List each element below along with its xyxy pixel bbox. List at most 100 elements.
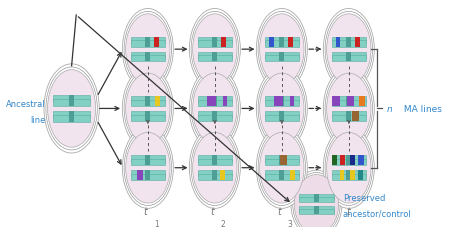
Ellipse shape xyxy=(189,128,240,208)
Bar xyxy=(131,56,165,62)
Bar xyxy=(146,100,150,106)
Bar xyxy=(146,52,150,59)
Bar xyxy=(53,96,90,102)
Bar xyxy=(340,170,344,177)
Bar xyxy=(198,41,232,47)
Bar xyxy=(280,159,287,165)
Bar xyxy=(146,111,150,118)
Bar xyxy=(146,174,150,180)
Ellipse shape xyxy=(122,10,173,90)
Bar xyxy=(198,115,232,121)
Bar xyxy=(198,38,232,44)
Bar xyxy=(155,97,159,103)
Bar xyxy=(213,38,217,44)
Bar xyxy=(280,97,284,103)
Bar xyxy=(355,41,359,47)
Bar xyxy=(265,100,299,106)
Bar xyxy=(332,100,340,106)
Bar xyxy=(213,115,217,121)
Bar xyxy=(346,38,351,44)
Text: t: t xyxy=(211,206,214,216)
Bar xyxy=(314,197,319,202)
Ellipse shape xyxy=(122,69,173,149)
Bar xyxy=(198,111,232,118)
Bar xyxy=(290,100,294,106)
Bar xyxy=(280,100,284,106)
Bar xyxy=(265,170,299,177)
Bar xyxy=(213,111,217,118)
Text: t: t xyxy=(347,206,351,216)
Bar xyxy=(69,96,74,102)
Ellipse shape xyxy=(256,10,307,90)
Bar xyxy=(346,100,351,106)
Ellipse shape xyxy=(325,71,372,147)
Text: 3: 3 xyxy=(288,219,292,227)
Bar xyxy=(265,52,299,59)
Bar xyxy=(265,56,299,62)
Ellipse shape xyxy=(126,15,170,85)
Bar xyxy=(223,97,227,103)
Bar xyxy=(280,52,284,59)
Bar xyxy=(299,206,334,212)
Bar xyxy=(131,100,165,106)
Bar xyxy=(346,170,351,177)
Bar xyxy=(280,38,284,44)
Bar xyxy=(359,174,363,180)
Bar xyxy=(213,170,217,177)
Ellipse shape xyxy=(189,69,240,149)
Text: Preserved: Preserved xyxy=(343,193,385,202)
Bar xyxy=(314,206,319,212)
Bar xyxy=(69,116,74,122)
Bar xyxy=(280,111,284,118)
Bar xyxy=(213,56,217,62)
Bar xyxy=(265,111,299,118)
Bar xyxy=(274,100,283,106)
Text: n: n xyxy=(387,104,392,114)
Bar xyxy=(332,97,340,103)
Ellipse shape xyxy=(294,175,339,227)
Bar xyxy=(299,197,334,202)
Bar xyxy=(350,156,355,162)
Text: ancestor/control: ancestor/control xyxy=(343,209,411,218)
Bar xyxy=(299,194,334,199)
Bar xyxy=(53,116,90,122)
Bar xyxy=(221,38,225,44)
Bar xyxy=(198,52,232,59)
Ellipse shape xyxy=(191,71,238,147)
Bar xyxy=(346,156,351,162)
Bar xyxy=(280,41,284,47)
Ellipse shape xyxy=(323,128,374,208)
Bar xyxy=(280,156,287,162)
Bar xyxy=(314,194,319,199)
Bar xyxy=(146,156,150,162)
Bar xyxy=(155,100,159,106)
Bar xyxy=(131,111,165,118)
Bar xyxy=(350,170,355,177)
Bar xyxy=(198,56,232,62)
Bar xyxy=(198,170,232,177)
Bar xyxy=(359,100,365,106)
Bar xyxy=(332,97,366,103)
Bar xyxy=(332,170,366,177)
Bar xyxy=(352,115,359,121)
Bar xyxy=(53,112,90,118)
Bar xyxy=(131,38,165,44)
Ellipse shape xyxy=(260,74,304,144)
Ellipse shape xyxy=(325,130,372,206)
Bar xyxy=(131,41,165,47)
Bar xyxy=(332,111,366,118)
Bar xyxy=(346,115,351,121)
Ellipse shape xyxy=(126,133,170,203)
Ellipse shape xyxy=(325,12,372,88)
Bar xyxy=(346,97,351,103)
Ellipse shape xyxy=(293,173,340,227)
Bar xyxy=(131,170,165,177)
Bar xyxy=(213,156,217,162)
Ellipse shape xyxy=(124,71,171,147)
Ellipse shape xyxy=(191,12,238,88)
Ellipse shape xyxy=(327,74,371,144)
Bar xyxy=(213,41,217,47)
Ellipse shape xyxy=(256,69,307,149)
Bar xyxy=(53,99,90,106)
Ellipse shape xyxy=(124,130,171,206)
